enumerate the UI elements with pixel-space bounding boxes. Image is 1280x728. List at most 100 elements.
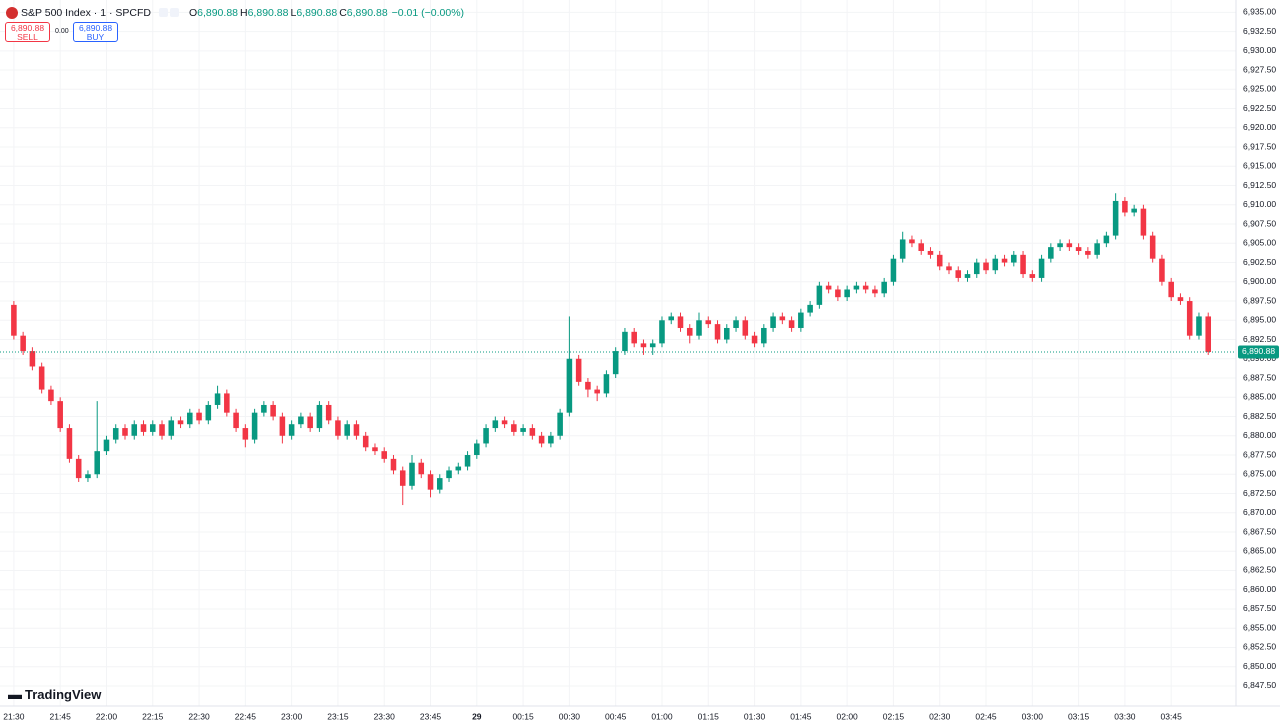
candle-body [1112,200,1119,236]
candle-body [75,458,82,479]
candle-body [1075,247,1082,251]
x-tick-label: 21:30 [3,711,25,721]
candle-body [1011,254,1017,263]
candle-body [1159,258,1165,282]
candle-body [659,320,665,344]
candle-body [1066,243,1073,248]
x-tick-label: 01:30 [744,711,766,721]
candle-body [575,358,582,382]
candle-body [788,320,795,328]
candle-body [603,374,610,394]
y-tick-label: 6,870.00 [1243,507,1276,517]
candle-body [835,289,841,298]
candle-body [399,470,406,486]
candle-body [714,324,721,340]
candle-body [66,428,73,459]
x-tick-label: 23:15 [327,711,349,721]
candle-body [362,435,369,448]
candle-body [825,285,832,290]
candle-body [307,416,313,429]
candle-body [390,458,397,471]
candle-body [964,274,971,278]
x-tick-label: 03:45 [1161,711,1183,721]
y-tick-label: 6,897.50 [1243,295,1276,305]
candle-body [594,389,600,394]
sell-price: 6,890.88 [10,23,45,33]
candle-body [511,424,517,432]
candle-body [779,316,786,321]
candle-body [927,250,934,255]
brand-text: TradingView [25,686,102,702]
candle-body [288,424,295,436]
candle-body [57,401,63,429]
candle-body [872,289,878,294]
brand-icon: ▬ [8,686,22,702]
y-tick-label: 6,865.00 [1243,545,1276,555]
candle-body [224,393,230,413]
y-tick-label: 6,872.50 [1243,488,1276,498]
candle-body [548,435,554,444]
candle-body [992,258,999,271]
candle-body [1205,316,1212,352]
candle-body [103,439,110,452]
candle-body [261,404,267,413]
y-tick-label: 6,917.50 [1243,141,1276,151]
candle-body [372,447,378,452]
candle-body [242,428,249,440]
candle-body [196,412,202,421]
y-tick-label: 6,885.00 [1243,392,1276,402]
candle-body [1057,243,1063,248]
y-tick-label: 6,907.50 [1243,218,1276,228]
buy-button[interactable]: 6,890.88 BUY [73,22,118,42]
candle-body [566,358,573,413]
branding: ▬ TradingView [8,686,101,702]
y-tick-label: 6,887.50 [1243,372,1276,382]
last-price-badge [1238,345,1279,359]
candle-body [279,416,286,436]
candle-body [149,424,156,432]
y-tick-label: 6,850.00 [1243,661,1276,671]
candle-body [492,420,499,429]
y-tick-label: 6,847.50 [1243,680,1276,690]
candle-body [1029,274,1036,278]
x-tick-label: 21:45 [50,711,72,721]
y-tick-label: 6,900.00 [1243,276,1276,286]
candle-body [38,366,45,390]
legend-icons[interactable] [158,8,179,17]
candle-body [1038,258,1045,278]
candle-body [344,424,350,436]
y-tick-label: 6,912.50 [1243,180,1276,190]
candle-body [1094,243,1100,255]
candle-body [668,316,675,321]
y-tick-label: 6,922.50 [1243,103,1276,113]
x-tick-label: 02:45 [975,711,997,721]
candle-body [1103,235,1110,244]
candle-body [751,335,758,344]
y-tick-label: 6,875.00 [1243,469,1276,479]
candle-body [159,424,165,436]
candle-body [122,428,128,436]
sell-label: SELL [17,32,38,42]
candle-body [409,462,415,486]
candle-body [20,335,26,352]
y-tick-label: 6,857.50 [1243,603,1276,613]
candle-body [696,320,702,336]
sell-button[interactable]: 6,890.88 SELL [5,22,50,42]
x-tick-label: 23:45 [420,711,442,721]
candle-body [955,270,962,278]
spread: 0.00 [55,28,69,35]
candle-body [1149,235,1156,259]
candle-body [770,316,776,328]
candle-body [187,412,193,425]
candle-body [640,343,647,348]
candle-body [742,320,749,336]
y-tick-label: 6,892.50 [1243,334,1276,344]
candle-body [325,404,332,421]
candle-body [177,420,184,425]
candle-body [233,412,239,429]
candle-body [761,327,767,344]
candle-body [918,243,924,251]
candle-body [816,285,823,305]
x-tick-label: 03:00 [1022,711,1044,721]
